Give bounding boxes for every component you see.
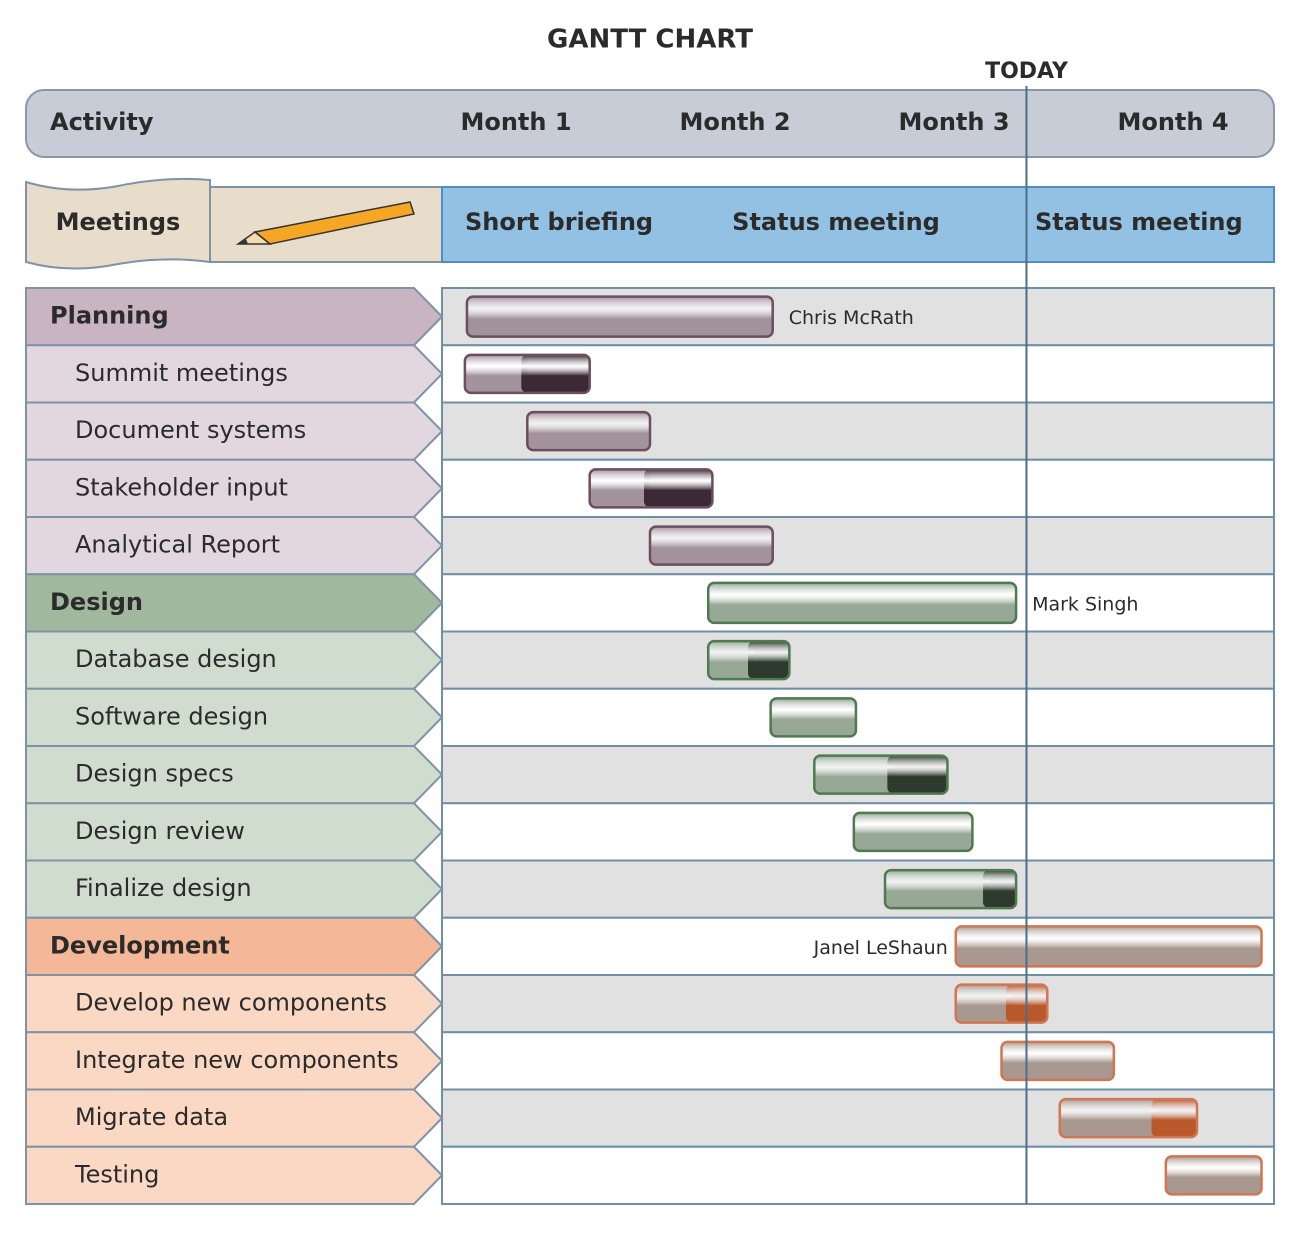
group-label: Design [50,588,143,616]
bar-done [1059,1099,1158,1138]
activity-header: Activity [50,108,154,136]
bar-done [464,354,528,393]
task-label: Stakeholder input [75,473,288,501]
row-background [441,859,1275,919]
bar [852,811,974,853]
row-background [441,630,1275,690]
bar [769,697,858,738]
bar-remaining [887,755,948,794]
row-label-shape [25,916,444,976]
row-label-shape [25,802,444,862]
bar-outline [954,983,1049,1024]
task-label: Summit meetings [75,359,288,387]
row-label-shape [25,516,444,576]
chart-title: GANTT CHART [547,25,753,55]
bar-outline [463,353,591,395]
row-label-shape [25,974,444,1034]
owner-label: Janel LeShaun [813,937,948,959]
row-label-shape [25,287,444,347]
owner-label: Chris McRath [789,307,914,329]
bar-outline [1058,1097,1199,1139]
row-background [441,687,1275,747]
pencil-icon [235,201,415,245]
row-label-shape [25,1088,444,1148]
bar-outline [588,468,714,509]
bar [706,581,1018,625]
group-label: Planning [50,302,169,330]
month-label: Month 2 [679,108,790,136]
task-label: Migrate data [75,1103,228,1131]
task-label: Finalize design [75,874,252,902]
meeting-item: Status meeting [732,208,940,236]
row-background [441,974,1275,1034]
month-label: Month 1 [460,108,571,136]
row-label-shape [25,573,444,633]
bar-remaining [983,870,1017,909]
bar-done [814,755,894,794]
row-label-shape [25,401,444,461]
bar-outline [883,868,1018,910]
row-label-shape [25,859,444,919]
bar-remaining [748,641,790,680]
meetings-band [441,186,1275,263]
row-background [441,458,1275,518]
row-label-shape [25,458,444,518]
header-bar [25,89,1275,158]
group-label: Development [50,931,230,959]
task-label: Document systems [75,416,306,444]
overlay: TODAY [985,59,1069,1204]
meeting-item: Short briefing [465,208,653,236]
bar-outline [706,639,791,681]
month-label: Month 3 [898,108,1009,136]
task-label: Integrate new components [75,1046,399,1074]
row-background [441,516,1275,576]
row-label-shape [25,344,444,404]
bar-done [708,641,754,680]
bar [526,410,652,452]
bar-remaining [1151,1099,1198,1138]
bar-outline [813,754,949,795]
today-label: TODAY [985,59,1069,84]
bar [1164,1155,1263,1196]
bar-done [885,870,990,909]
meetings-label: Meetings [56,208,181,236]
bar [1000,1040,1116,1082]
task-label: Software design [75,702,268,730]
task-label: Develop new components [75,989,387,1017]
task-label: Design review [75,817,245,845]
row-background [441,1145,1275,1205]
month-label: Month 4 [1117,108,1228,136]
task-label: Design specs [75,760,234,788]
bar-remaining [521,354,590,393]
row-label-shape [25,745,444,805]
meeting-item: Status meeting [1035,208,1243,236]
row-label-shape [25,630,444,690]
row-label-shape [25,687,444,747]
row-label-shape [25,1145,444,1205]
bar [465,295,774,338]
rows: Planning Chris McRath Summit meetings Docum… [25,287,1275,1205]
bar [648,525,774,566]
bar-done [955,984,1012,1023]
task-label: Database design [75,645,277,673]
bar-done [589,469,650,508]
row-label-shape [25,1031,444,1091]
owner-label: Mark Singh [1032,593,1138,615]
task-label: Analytical Report [75,531,280,559]
bar [954,925,1263,968]
task-label: Testing [74,1160,159,1188]
row-background [441,1031,1275,1091]
bar-remaining [644,469,713,508]
